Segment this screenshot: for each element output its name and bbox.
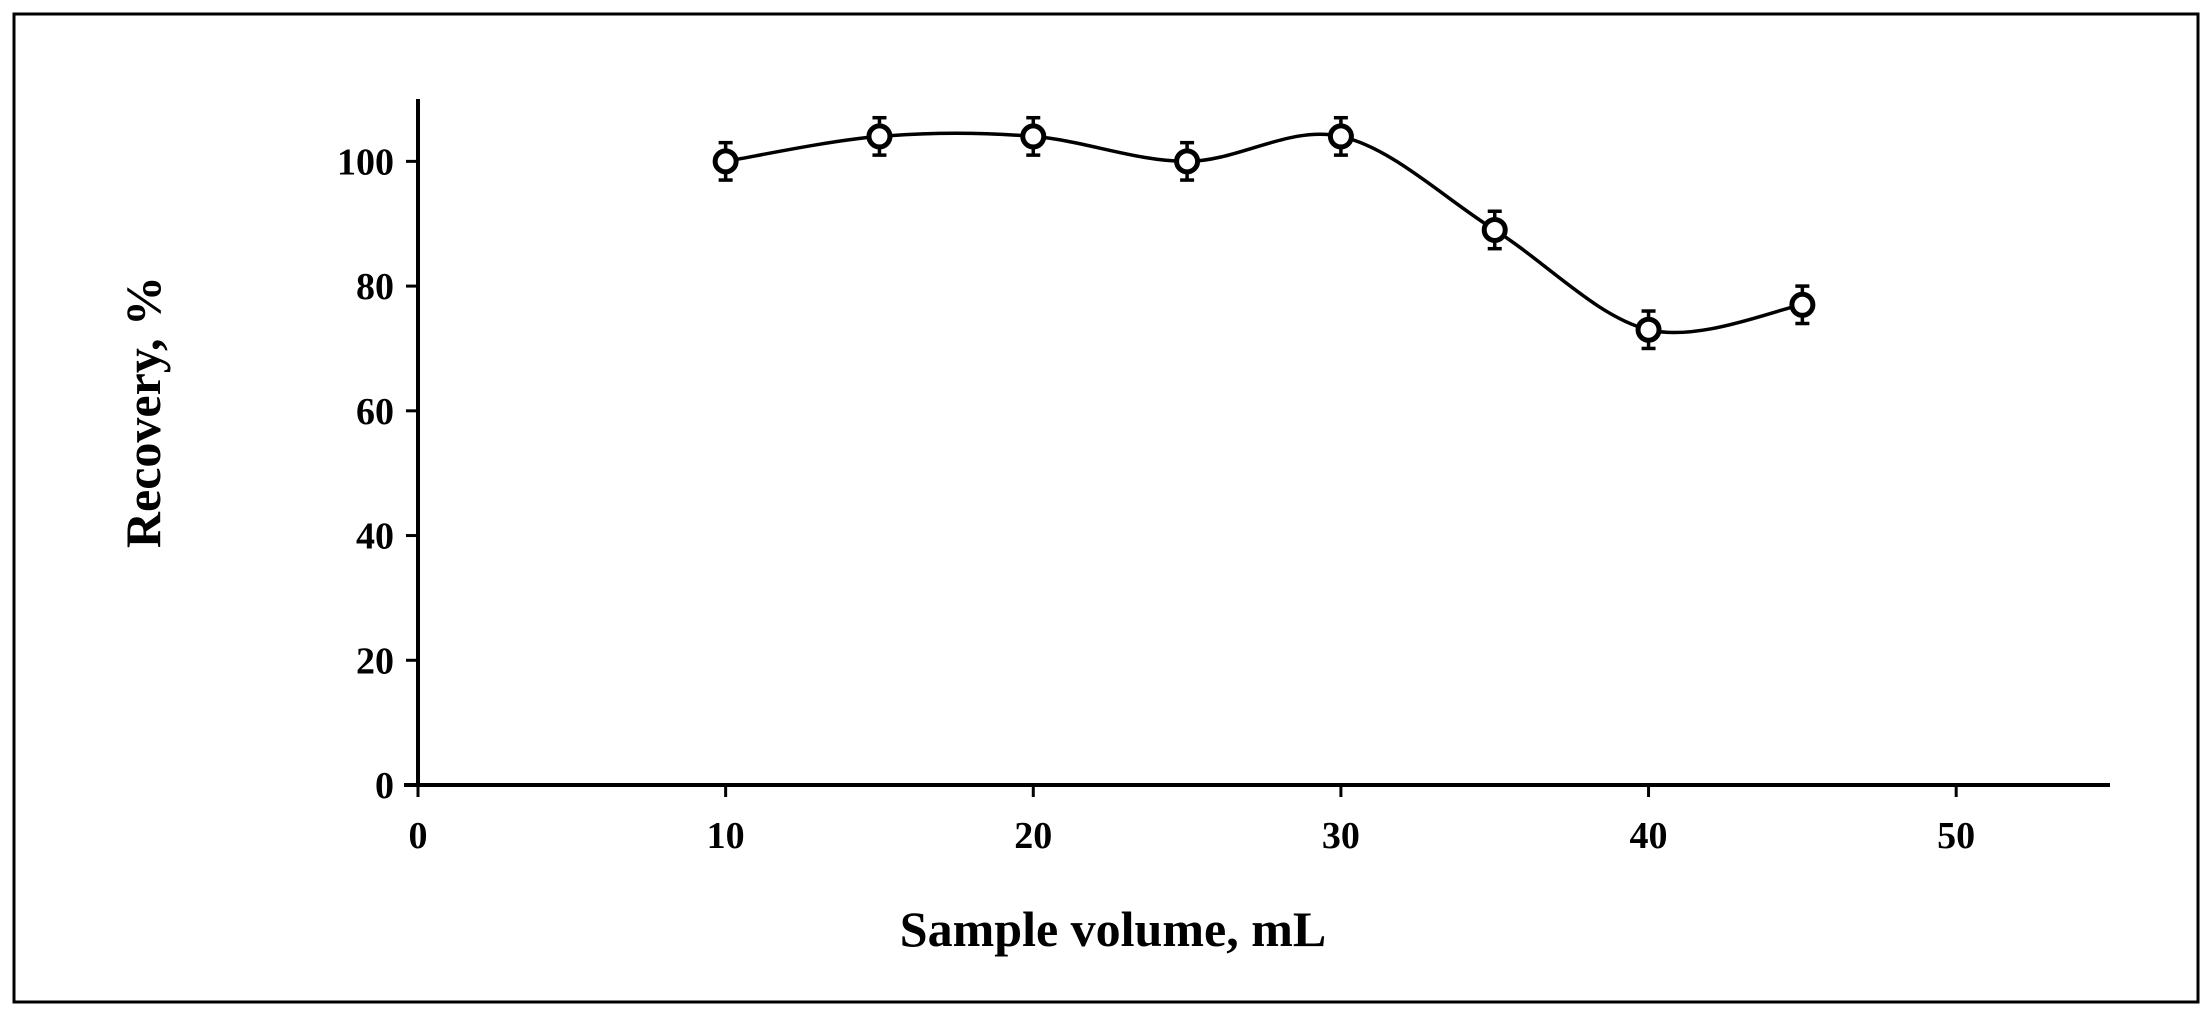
x-tick-label: 10 — [707, 815, 745, 857]
axes — [404, 99, 2110, 787]
data-point — [866, 123, 893, 150]
y-tick-label: 100 — [337, 141, 394, 183]
y-tick-label: 0 — [375, 765, 394, 807]
x-tick-label: 40 — [1630, 815, 1668, 857]
data-point — [1789, 291, 1816, 318]
data-point — [1327, 123, 1354, 150]
data-point — [712, 148, 739, 175]
y-tick-label: 20 — [356, 640, 394, 682]
x-tick-label: 30 — [1322, 815, 1360, 857]
x-axis-title: Sample volume, mL — [900, 901, 1326, 957]
data-point — [1174, 148, 1201, 175]
data-point — [1020, 123, 1047, 150]
y-axis-title: Recovery, % — [115, 276, 171, 548]
y-tick-label: 60 — [356, 391, 394, 433]
data-point — [1481, 216, 1508, 243]
series-group — [712, 115, 1816, 351]
x-tick-label: 50 — [1937, 815, 1975, 857]
x-tick-label: 20 — [1014, 815, 1052, 857]
series-line — [725, 131, 1803, 335]
figure-frame — [12, 12, 2200, 1004]
y-tick-label: 80 — [356, 266, 394, 308]
y-tick-label: 40 — [356, 516, 394, 558]
x-axis-ticks: 0 10 20 30 40 50 — [409, 785, 1975, 857]
data-point — [1635, 316, 1662, 343]
x-tick-label: 0 — [409, 815, 428, 857]
y-axis-ticks: 0 20 40 60 80 100 — [337, 141, 418, 807]
